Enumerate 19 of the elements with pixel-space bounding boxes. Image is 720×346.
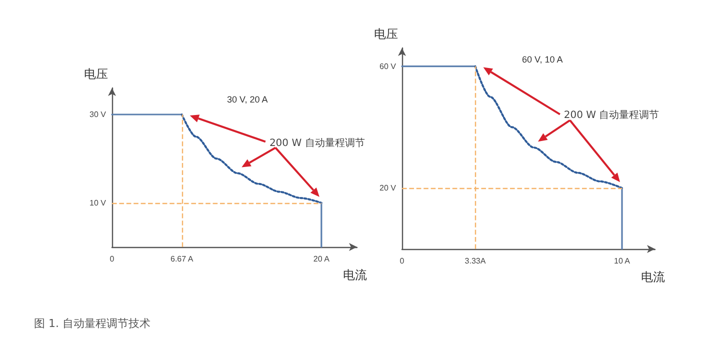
text: 30 V, 20 A bbox=[227, 94, 268, 104]
x-tick-label: 10 A bbox=[614, 256, 631, 266]
y-tick-label: 10 V bbox=[90, 198, 107, 208]
text: 60 V, 10 A bbox=[522, 54, 563, 64]
x-tick-label: 3.33A bbox=[464, 256, 486, 266]
y-axis-title: 电压 bbox=[374, 27, 398, 41]
y-tick-label: 30 V bbox=[90, 110, 107, 119]
x-axis-title: 电流 bbox=[343, 268, 367, 282]
x-axis-title: 电流 bbox=[641, 270, 665, 284]
y-axis-title: 电压 bbox=[84, 67, 108, 81]
caption: 图 1. 自动量程调节技术 bbox=[34, 316, 150, 331]
y-tick-label: 20 V bbox=[380, 184, 397, 193]
x-tick-label: 0 bbox=[110, 254, 115, 264]
x-tick-label: 6.67 A bbox=[170, 254, 194, 264]
x-tick-label: 0 bbox=[400, 256, 405, 266]
annotation: 200 W 自动量程调节 bbox=[564, 108, 660, 122]
x-tick-label: 20 A bbox=[313, 254, 330, 264]
annotation: 200 W 自动量程调节 bbox=[269, 136, 365, 150]
y-tick-label: 60 V bbox=[380, 62, 397, 71]
